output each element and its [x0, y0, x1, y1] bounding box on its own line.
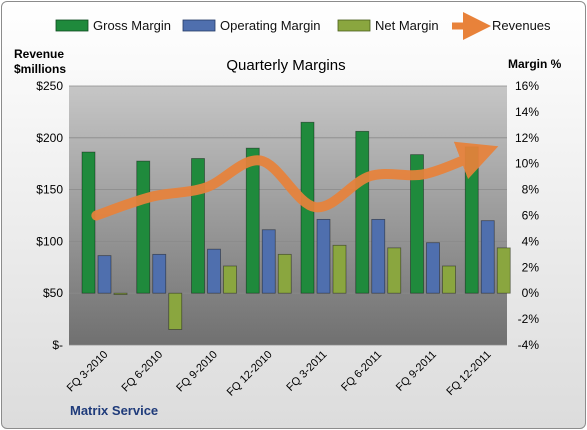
x-tick-label: FQ 3-2011: [284, 349, 329, 394]
right-tick-label: 8%: [522, 183, 540, 197]
footer-company: Matrix Service: [70, 403, 158, 418]
bar-operating-margin-7: [480, 220, 495, 294]
left-tick-label: $150: [36, 183, 63, 197]
bar-operating-margin-0: [97, 255, 112, 294]
x-tick-label: FQ 12-2011: [444, 349, 493, 398]
bar-operating-margin-1: [152, 253, 167, 294]
right-axis-title: Margin %: [508, 57, 562, 71]
legend-item-operating-margin: Operating Margin: [182, 18, 320, 33]
revenue-line: [91, 141, 499, 221]
bar-net-margin-7: [496, 247, 511, 294]
bar-net-margin-5: [387, 247, 402, 294]
plot-area: [69, 86, 507, 345]
left-tick-label: $200: [36, 131, 63, 145]
bar-operating-margin-2: [207, 248, 221, 294]
bar-operating-margin-5: [371, 218, 386, 294]
left-tick-label: $-: [52, 338, 63, 352]
legend-item-net-margin: Net Margin: [337, 18, 439, 33]
legend-label-net-margin: Net Margin: [375, 18, 439, 33]
left-tick-label: $100: [36, 234, 63, 248]
bar-gross-margin-6: [410, 154, 424, 294]
right-tick-label: 0%: [522, 286, 540, 300]
bar-net-margin-4: [332, 244, 347, 294]
right-tick-label: 6%: [522, 209, 540, 223]
right-tick-label: 2%: [522, 260, 540, 274]
bar-gross-margin-0: [81, 151, 96, 294]
right-tick-label: 12%: [515, 131, 539, 145]
bar-operating-margin-3: [261, 229, 276, 294]
legend-item-gross-margin: Gross Margin: [55, 18, 171, 33]
x-tick-label: FQ 6-2010: [120, 349, 166, 395]
bar-gross-margin-7: [464, 146, 479, 294]
legend: Gross Margin Operating Margin Net Margin…: [55, 12, 551, 40]
legend-label-operating-margin: Operating Margin: [220, 18, 320, 33]
right-tick-label: 4%: [522, 234, 540, 248]
chart-title: Quarterly Margins: [226, 57, 345, 74]
bar-net-margin-2: [223, 265, 237, 294]
bar-operating-margin-6: [426, 242, 440, 294]
right-axis-ticks: -4% -2% 0% 2% 4% 6% 8% 10% 12% 14% 16%: [515, 79, 539, 352]
legend-item-revenues: Revenues: [452, 12, 551, 40]
bar-net-margin-1: [168, 292, 183, 330]
x-tick-label: FQ 9-2010: [174, 349, 220, 395]
bar-net-margin-0: [113, 292, 128, 295]
bar-operating-margin-4: [316, 218, 331, 294]
bar-net-margin-6: [442, 265, 456, 294]
right-tick-label: 10%: [515, 157, 539, 171]
right-tick-label: -2%: [518, 312, 540, 326]
right-tick-label: 14%: [515, 105, 539, 119]
x-tick-label: FQ 3-2010: [65, 349, 111, 395]
left-tick-label: $50: [43, 286, 63, 300]
bar-gross-margin-5: [355, 130, 370, 294]
bar-gross-margin-3: [245, 147, 260, 294]
left-tick-label: $250: [36, 79, 63, 93]
legend-label-gross-margin: Gross Margin: [93, 18, 171, 33]
revenues-line: [91, 141, 499, 221]
bar-gross-margin-1: [136, 160, 151, 294]
left-axis-title-line-1: Revenue: [14, 47, 64, 61]
left-axis-title-line-2: $millions: [14, 62, 66, 76]
x-tick-label: FQ 6-2011: [339, 349, 384, 394]
right-tick-label: -4%: [518, 338, 540, 352]
bar-gross-margin-2: [191, 158, 205, 294]
legend-label-revenues: Revenues: [492, 18, 551, 33]
x-tick-label: FQ 12-2010: [225, 349, 275, 399]
right-tick-label: 16%: [515, 79, 539, 93]
left-axis-ticks: $- $50 $100 $150 $200 $250: [36, 79, 63, 352]
x-tick-label: FQ 9-2011: [394, 349, 439, 394]
x-axis-ticks: FQ 3-2010 FQ 6-2010 FQ 9-2010 FQ 12-2010 FQ …: [65, 349, 494, 399]
bar-net-margin-3: [277, 253, 292, 294]
